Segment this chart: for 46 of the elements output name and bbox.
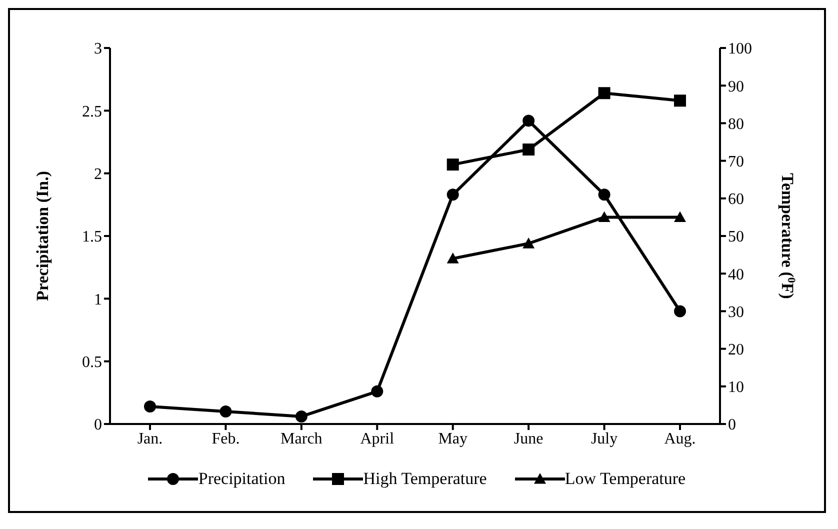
y2-tick-label: 50 xyxy=(728,228,744,246)
point xyxy=(371,385,384,398)
point xyxy=(674,94,686,107)
y2-tick-label: 20 xyxy=(728,341,744,358)
point xyxy=(522,238,535,248)
y-tick-label: 2.5 xyxy=(82,103,102,120)
y-tick-label: 1.5 xyxy=(82,228,102,246)
x-tick-label: Feb. xyxy=(212,430,240,448)
x-tick-label: Jan. xyxy=(137,430,163,448)
x-tick-label: March xyxy=(280,430,322,448)
point xyxy=(598,211,610,222)
point xyxy=(295,410,308,422)
point xyxy=(522,114,535,127)
y2-tick-label: 40 xyxy=(728,266,744,284)
y2-tick-label: 100 xyxy=(728,40,752,58)
y-axis-title: Precipitation (In.) xyxy=(33,170,52,302)
y2-tick-label: 70 xyxy=(728,153,744,170)
y2-tick-label: 80 xyxy=(728,116,744,133)
x-tick-label: May xyxy=(438,430,468,448)
y-tick-label: 1 xyxy=(94,291,102,308)
point xyxy=(220,405,232,418)
x-tick-label: July xyxy=(590,430,618,448)
y2-tick-label: 10 xyxy=(728,379,744,396)
y2-tick-label: 30 xyxy=(728,304,744,321)
point xyxy=(446,188,459,201)
x-tick-label: April xyxy=(360,430,395,448)
point xyxy=(522,144,535,156)
legend-label: Precipitation xyxy=(198,469,286,489)
point xyxy=(446,252,459,264)
legend-label: Low Temperature xyxy=(564,469,686,489)
point xyxy=(598,87,610,100)
y-tick-label: 0 xyxy=(94,416,102,434)
y-tick-label: 3 xyxy=(94,40,102,58)
point xyxy=(674,305,686,318)
y-tick-label: 0.5 xyxy=(82,354,102,372)
y2-tick-label: 90 xyxy=(728,78,744,96)
point xyxy=(598,188,610,201)
point xyxy=(144,400,156,412)
x-tick-label: June xyxy=(514,430,544,448)
y2-tick-label: 60 xyxy=(728,191,744,208)
y-tick-label: 2 xyxy=(94,166,102,184)
legend-label: High Temperature xyxy=(363,469,487,489)
y2-tick-label: 0 xyxy=(728,416,736,434)
point xyxy=(446,158,459,171)
x-tick-label: Aug. xyxy=(664,430,696,448)
point xyxy=(674,211,686,222)
